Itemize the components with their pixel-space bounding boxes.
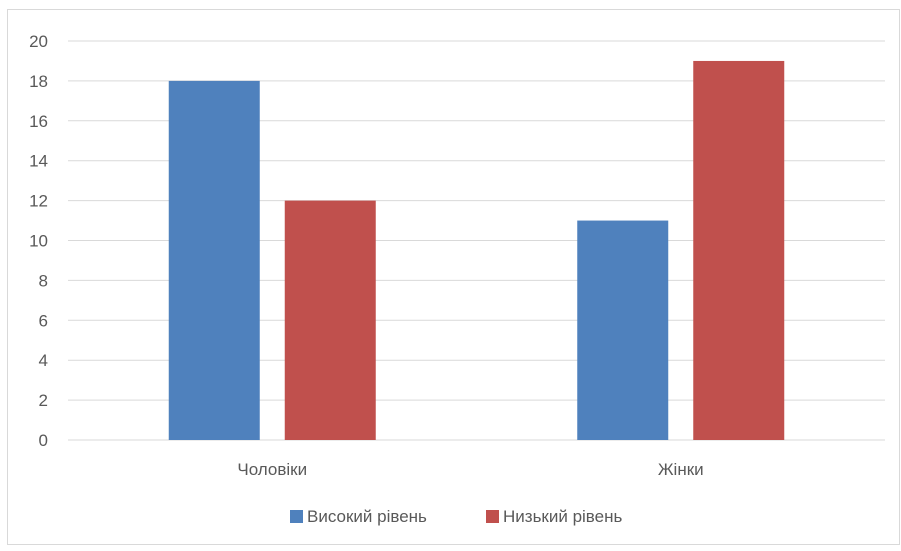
y-tick-label: 4 bbox=[39, 351, 48, 370]
legend-swatch bbox=[486, 510, 499, 523]
bar-high-1 bbox=[577, 220, 669, 440]
y-tick-label: 2 bbox=[39, 391, 48, 410]
legend: Високий рівень Низький рівень bbox=[290, 507, 622, 526]
y-tick-label: 8 bbox=[39, 271, 48, 290]
y-tick-label: 6 bbox=[39, 311, 48, 330]
legend-label: Високий рівень bbox=[307, 507, 427, 526]
y-tick-label: 0 bbox=[39, 431, 48, 450]
bar-low-1 bbox=[693, 60, 785, 440]
bars bbox=[168, 60, 785, 441]
legend-label: Низький рівень bbox=[503, 507, 622, 526]
y-tick-label: 12 bbox=[29, 192, 48, 211]
y-tick-label: 16 bbox=[29, 112, 48, 131]
chart-frame: 0 2 4 6 8 10 12 14 16 18 20 Чоловіки Жінки Високий … bbox=[7, 9, 900, 545]
y-axis-tick-labels: 0 2 4 6 8 10 12 14 16 18 20 bbox=[29, 32, 48, 450]
y-tick-label: 20 bbox=[29, 32, 48, 51]
bar-chart: 0 2 4 6 8 10 12 14 16 18 20 Чоловіки Жінки Високий … bbox=[29, 32, 885, 526]
bar-high-0 bbox=[168, 80, 260, 441]
y-tick-label: 10 bbox=[29, 232, 48, 251]
y-tick-label: 14 bbox=[29, 152, 48, 171]
y-tick-label: 18 bbox=[29, 72, 48, 91]
x-axis-category-labels: Чоловіки Жінки bbox=[237, 460, 703, 479]
bar-low-0 bbox=[284, 200, 376, 440]
x-category-label: Чоловіки bbox=[237, 460, 307, 479]
x-category-label: Жінки bbox=[658, 460, 704, 479]
legend-swatch bbox=[290, 510, 303, 523]
